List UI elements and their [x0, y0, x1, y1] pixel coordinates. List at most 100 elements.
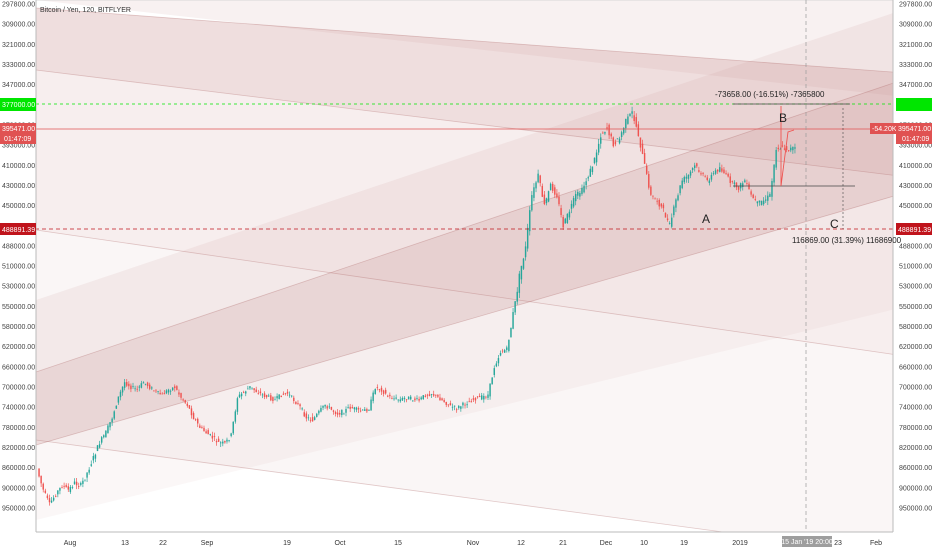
candle-body — [437, 394, 439, 397]
candle-body — [192, 413, 195, 420]
candle-body — [742, 183, 744, 187]
candle — [384, 387, 387, 395]
candle-body — [188, 405, 191, 409]
candle — [44, 488, 47, 494]
candle-body — [343, 413, 345, 415]
candle — [535, 180, 537, 193]
candle — [332, 409, 335, 415]
candle-body — [52, 497, 55, 501]
candle-body — [614, 141, 617, 145]
channel-line-4 — [35, 69, 932, 373]
candle-body — [276, 396, 278, 399]
candle-body — [117, 396, 120, 403]
candle — [696, 162, 698, 169]
candle-body — [489, 383, 491, 397]
candle-body — [432, 394, 435, 396]
candle-body — [92, 456, 95, 461]
candle-body — [290, 395, 293, 397]
candle-body — [40, 475, 42, 484]
candle — [497, 354, 500, 367]
candle-body — [495, 363, 498, 367]
y-tick-label-left: 620000.00 — [2, 344, 35, 351]
candle-body — [309, 419, 312, 421]
y-tick-label-right: 700000.00 — [899, 385, 932, 392]
candle — [107, 423, 109, 434]
candle-body — [760, 200, 763, 206]
candle-body — [587, 177, 589, 179]
candle — [424, 394, 427, 398]
candle — [201, 425, 203, 429]
candle — [278, 394, 280, 400]
wave-label-b: B — [779, 111, 787, 125]
candle-body — [497, 358, 500, 364]
candle-body — [378, 389, 381, 391]
candle-body — [687, 174, 690, 179]
candle-body — [476, 396, 479, 398]
candle — [762, 197, 765, 206]
candle-body — [69, 486, 72, 493]
candle-body — [775, 149, 777, 168]
candle — [94, 453, 97, 463]
candle-body — [677, 195, 679, 201]
left-marker-red-label: 395471.00 — [2, 126, 35, 133]
candle-body — [59, 487, 61, 491]
candle — [627, 113, 629, 125]
candle-body — [658, 199, 660, 207]
candle — [493, 365, 495, 378]
candle — [410, 394, 412, 401]
candle — [756, 201, 759, 207]
candle — [268, 393, 270, 397]
candle-body — [758, 200, 761, 203]
candle — [418, 396, 420, 403]
candle-body — [426, 394, 429, 396]
candle — [288, 391, 291, 398]
candle — [610, 132, 612, 140]
candle — [130, 383, 132, 393]
candle — [55, 494, 57, 498]
candle — [376, 384, 379, 391]
candle-body — [238, 394, 241, 398]
candle-body — [631, 111, 633, 114]
candle — [631, 106, 633, 119]
candle-body — [105, 430, 107, 438]
candle — [188, 404, 191, 409]
candle — [77, 482, 80, 490]
candle-body — [240, 393, 243, 397]
candle — [783, 144, 786, 151]
candle-body — [744, 180, 746, 183]
candle — [320, 405, 322, 413]
y-tick-label-right: 450000.00 — [899, 203, 932, 210]
y-tick-label-left: 660000.00 — [2, 364, 35, 371]
candle — [293, 395, 295, 404]
candle — [526, 223, 529, 252]
candle-body — [518, 273, 521, 293]
candle-body — [259, 391, 262, 394]
candle-body — [282, 393, 285, 395]
candle-body — [126, 382, 128, 386]
candle — [478, 393, 481, 398]
candle — [186, 401, 189, 408]
y-tick-label-right: 309000.00 — [899, 22, 932, 29]
candle-body — [430, 394, 433, 395]
candle-body — [570, 203, 573, 209]
candle — [449, 400, 452, 406]
candle-body — [251, 387, 253, 389]
candle — [558, 192, 560, 207]
candle — [163, 390, 166, 395]
candle — [495, 361, 498, 368]
candle-body — [207, 430, 209, 435]
left-marker-darkred: 488891.39 — [0, 223, 36, 235]
candle — [543, 190, 546, 206]
candle — [430, 393, 433, 398]
candle-body — [714, 170, 717, 174]
candle — [691, 167, 694, 173]
candle-body — [123, 382, 126, 388]
candle — [764, 195, 767, 203]
candle-body — [249, 386, 251, 389]
candle-body — [656, 200, 658, 202]
candle-body — [506, 347, 508, 350]
candle — [230, 432, 232, 438]
candle-body — [376, 387, 379, 388]
candle — [693, 162, 696, 172]
y-tick-label-right: 620000.00 — [899, 344, 932, 351]
